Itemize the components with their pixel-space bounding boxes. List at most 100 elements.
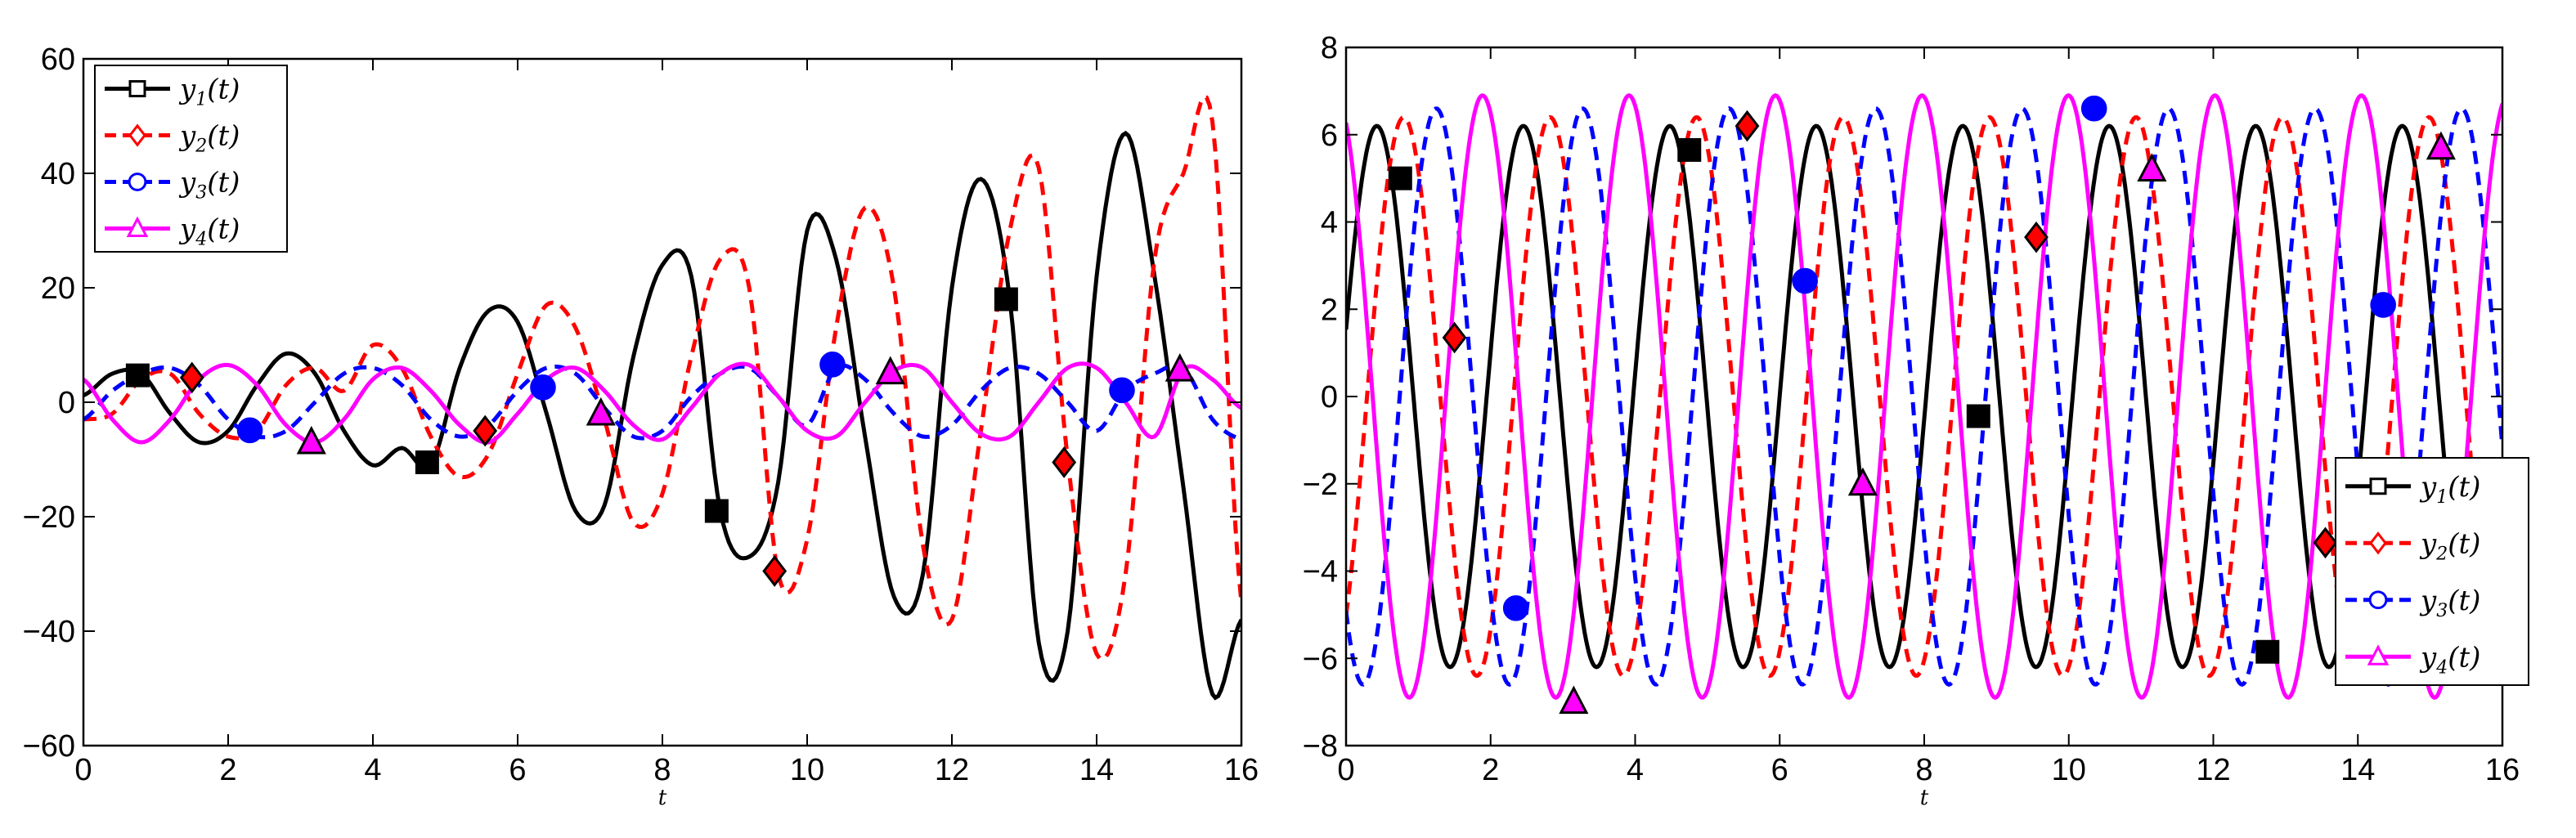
y-tick-label: 0 bbox=[1321, 380, 1338, 415]
data-point-y2 bbox=[762, 555, 788, 587]
x-tick-label: 0 bbox=[1337, 753, 1354, 787]
data-point-y1 bbox=[125, 363, 150, 388]
y-tick-label: 4 bbox=[1321, 206, 1338, 240]
legend-marker-y4 bbox=[126, 216, 149, 237]
data-point-y3 bbox=[2370, 292, 2396, 318]
data-point-y3 bbox=[819, 352, 846, 378]
y-tick-label: 0 bbox=[58, 386, 75, 420]
legend-marker-y3 bbox=[128, 173, 147, 191]
x-tick-label: 16 bbox=[1224, 753, 1259, 787]
legend-label-y4: y4(t) bbox=[2419, 641, 2480, 678]
y-tick-label: −40 bbox=[23, 615, 75, 649]
data-point-y4 bbox=[875, 356, 905, 385]
data-point-y3 bbox=[236, 417, 263, 444]
x-tick-label: 12 bbox=[2196, 753, 2230, 787]
data-point-y3 bbox=[1109, 377, 1135, 404]
y-tick-label: 20 bbox=[41, 271, 75, 306]
data-point-y3 bbox=[2080, 95, 2107, 122]
data-point-y4 bbox=[586, 397, 616, 426]
legend-marker-y2 bbox=[128, 123, 146, 147]
x-tick-label: 16 bbox=[2485, 753, 2520, 787]
data-point-y4 bbox=[2426, 131, 2456, 160]
series-line-y3 bbox=[83, 362, 1241, 441]
legend-label-y2: y2(t) bbox=[2419, 527, 2480, 564]
data-point-y2 bbox=[1442, 321, 1467, 354]
legend: y1(t) y2(t) y3(t) y4(t) bbox=[94, 65, 288, 253]
legend-marker-y3 bbox=[2368, 590, 2388, 610]
legend-marker-y4 bbox=[2367, 644, 2390, 665]
plot-area bbox=[1346, 92, 2502, 700]
data-point-y4 bbox=[1165, 352, 1195, 382]
y-tick-label: −4 bbox=[1303, 555, 1338, 589]
data-point-y1 bbox=[1677, 137, 1702, 162]
y-tick-label: 2 bbox=[1321, 293, 1338, 327]
data-point-y4 bbox=[2137, 153, 2167, 181]
legend-box bbox=[94, 65, 288, 253]
y-tick-label: 8 bbox=[1321, 31, 1338, 65]
data-point-y3 bbox=[530, 374, 556, 401]
legend-label-y3: y3(t) bbox=[178, 167, 240, 204]
data-point-y1 bbox=[704, 499, 729, 523]
data-point-y1 bbox=[994, 287, 1018, 311]
y-tick-label: −60 bbox=[23, 729, 75, 764]
data-point-y1 bbox=[1388, 166, 1412, 190]
series-line-y2 bbox=[1346, 114, 2502, 679]
data-point-y2 bbox=[1052, 446, 1077, 478]
y-tick-label: 6 bbox=[1321, 119, 1338, 153]
x-tick-label: 10 bbox=[790, 753, 824, 787]
y-tick-label: −6 bbox=[1303, 642, 1338, 676]
legend-marker-y2 bbox=[2369, 531, 2387, 555]
legend-label-y3: y3(t) bbox=[2419, 585, 2480, 621]
series-line-y4 bbox=[1346, 92, 2502, 700]
x-axis-label: t bbox=[658, 786, 667, 810]
y-tick-label: −20 bbox=[23, 500, 75, 535]
plot-area bbox=[83, 94, 1241, 701]
x-axis-label: t bbox=[1920, 786, 1929, 810]
legend-label-y1: y1(t) bbox=[2419, 471, 2480, 508]
data-point-y2 bbox=[1735, 110, 1760, 142]
legend-label-y1: y1(t) bbox=[178, 74, 240, 110]
data-point-y4 bbox=[1559, 685, 1589, 715]
y-tick-label: 40 bbox=[41, 157, 75, 191]
x-tick-label: 12 bbox=[935, 753, 969, 787]
x-tick-label: 10 bbox=[2052, 753, 2086, 787]
x-tick-label: 14 bbox=[1079, 753, 1114, 787]
data-point-y3 bbox=[1502, 595, 1529, 621]
legend-label-y2: y2(t) bbox=[178, 120, 240, 157]
x-tick-label: 8 bbox=[1915, 753, 1932, 787]
x-tick-label: 6 bbox=[509, 753, 526, 787]
y-tick-label: 60 bbox=[41, 43, 75, 77]
x-tick-label: 14 bbox=[2340, 753, 2375, 787]
legend-label-y4: y4(t) bbox=[178, 213, 240, 250]
x-tick-label: 2 bbox=[219, 753, 236, 787]
x-tick-label: 8 bbox=[653, 753, 671, 787]
data-point-y4 bbox=[1847, 467, 1878, 496]
data-point-y2 bbox=[179, 361, 204, 394]
x-tick-label: 6 bbox=[1771, 753, 1788, 787]
y-tick-label: −2 bbox=[1303, 468, 1338, 502]
legend-box bbox=[2335, 457, 2529, 686]
legend: y1(t) y2(t) y3(t) y4(t) bbox=[2335, 457, 2529, 686]
legend-marker-y1 bbox=[128, 80, 146, 97]
x-tick-label: 4 bbox=[1627, 753, 1644, 787]
data-point-y2 bbox=[2313, 527, 2338, 559]
x-tick-label: 4 bbox=[364, 753, 381, 787]
data-point-y3 bbox=[1792, 267, 1818, 294]
data-point-y1 bbox=[415, 450, 439, 474]
x-tick-label: 0 bbox=[74, 753, 92, 787]
left-chart: 0 2 4 6 8 10 12 14 16 60 40 20 0 −20 −40 −60 t y1(t) y2(t)… bbox=[23, 43, 1259, 810]
y-tick-label: −8 bbox=[1303, 729, 1338, 764]
series-line-y4 bbox=[83, 361, 1241, 445]
x-tick-label: 2 bbox=[1482, 753, 1499, 787]
right-chart: 0 2 4 6 8 10 12 14 16 8 6 4 2 0 −2 −4 −6 −8 t y1(t) y2(t) y3(… bbox=[1303, 31, 2529, 810]
series-line-y3 bbox=[1346, 106, 2502, 687]
data-point-y1 bbox=[1966, 404, 1990, 428]
series-line-y2 bbox=[83, 94, 1241, 662]
legend-marker-y1 bbox=[2369, 477, 2387, 495]
series-line-y1 bbox=[83, 130, 1241, 701]
data-point-y2 bbox=[2024, 221, 2049, 253]
data-point-y4 bbox=[296, 425, 326, 455]
data-point-y1 bbox=[2255, 639, 2280, 664]
data-point-y2 bbox=[473, 415, 498, 447]
